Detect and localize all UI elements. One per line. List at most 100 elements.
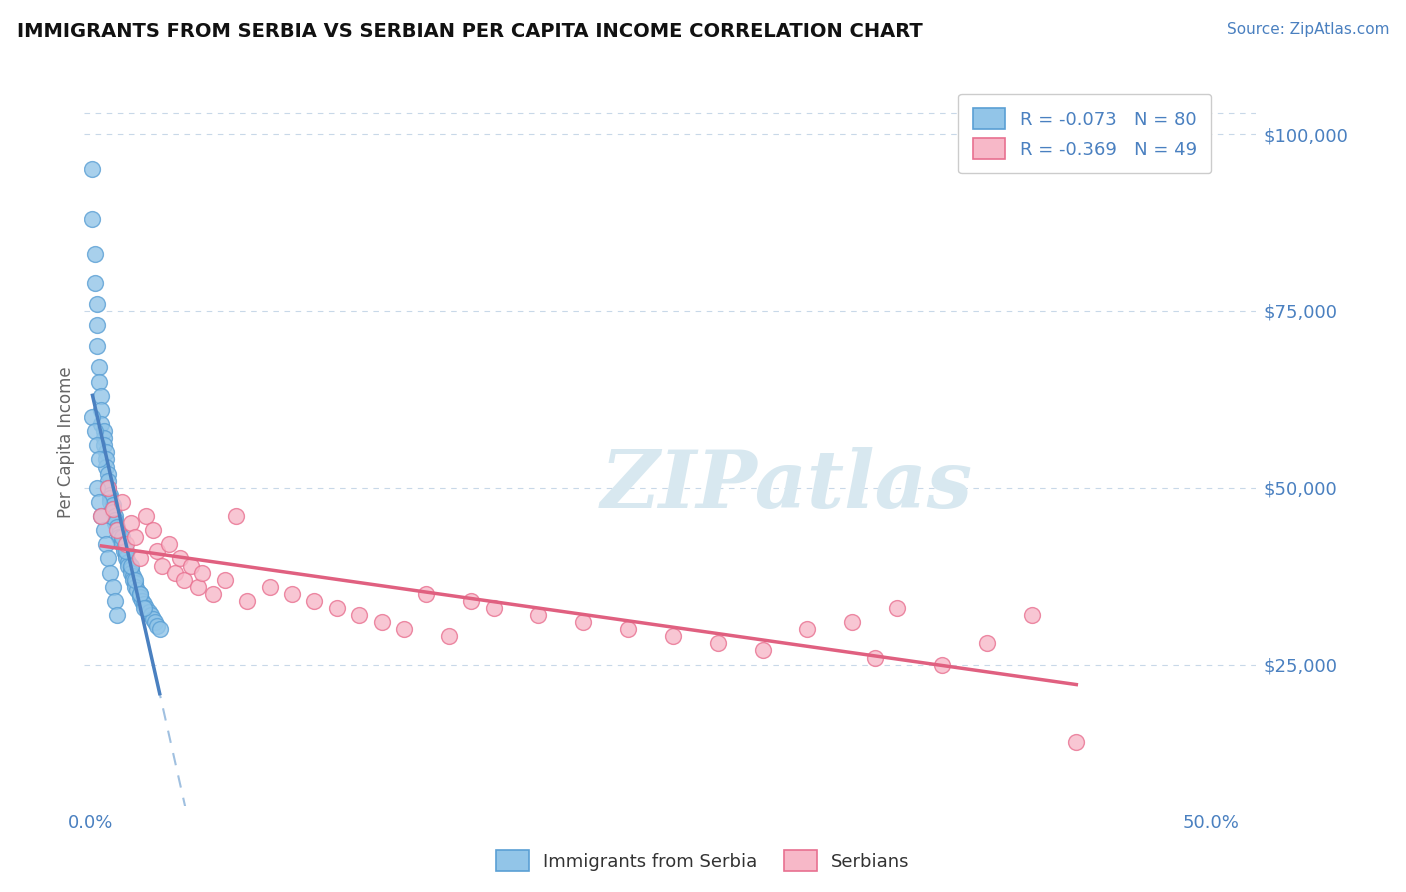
Point	[304, 594, 326, 608]
Point	[115, 548, 138, 562]
Point	[527, 608, 550, 623]
Point	[482, 601, 505, 615]
Point	[120, 516, 142, 530]
Point	[392, 622, 415, 636]
Point	[617, 622, 640, 636]
Point	[105, 523, 128, 537]
Point	[101, 499, 124, 513]
Point	[108, 530, 131, 544]
Point	[97, 467, 120, 481]
Point	[101, 506, 124, 520]
Point	[214, 573, 236, 587]
Point	[112, 544, 135, 558]
Point	[128, 551, 150, 566]
Point	[100, 495, 122, 509]
Point	[115, 544, 138, 558]
Point	[86, 481, 108, 495]
Point	[101, 502, 124, 516]
Point	[259, 580, 281, 594]
Point	[127, 583, 149, 598]
Point	[150, 558, 173, 573]
Point	[83, 424, 105, 438]
Point	[1021, 608, 1043, 623]
Point	[437, 629, 460, 643]
Point	[105, 519, 128, 533]
Point	[104, 594, 127, 608]
Point	[82, 162, 104, 177]
Text: IMMIGRANTS FROM SERBIA VS SERBIAN PER CAPITA INCOME CORRELATION CHART: IMMIGRANTS FROM SERBIA VS SERBIAN PER CA…	[17, 22, 922, 41]
Point	[93, 438, 115, 452]
Point	[101, 580, 124, 594]
Point	[202, 587, 225, 601]
Point	[124, 576, 146, 591]
Point	[90, 509, 112, 524]
Point	[94, 445, 117, 459]
Point	[104, 512, 127, 526]
Point	[139, 608, 162, 623]
Point	[146, 618, 169, 632]
Point	[110, 537, 132, 551]
Point	[83, 247, 105, 261]
Point	[128, 591, 150, 605]
Point	[90, 417, 112, 431]
Y-axis label: Per Capita Income: Per Capita Income	[58, 366, 75, 517]
Point	[1066, 735, 1088, 749]
Point	[97, 474, 120, 488]
Point	[128, 587, 150, 601]
Point	[120, 566, 142, 580]
Point	[169, 551, 191, 566]
Point	[94, 537, 117, 551]
Point	[146, 544, 169, 558]
Point	[82, 211, 104, 226]
Point	[976, 636, 998, 650]
Point	[460, 594, 482, 608]
Point	[117, 558, 139, 573]
Point	[572, 615, 595, 629]
Point	[93, 523, 115, 537]
Point	[93, 431, 115, 445]
Point	[82, 409, 104, 424]
Point	[347, 608, 370, 623]
Point	[115, 537, 138, 551]
Point	[89, 360, 111, 375]
Point	[886, 601, 908, 615]
Point	[173, 573, 195, 587]
Point	[104, 516, 127, 530]
Point	[97, 551, 120, 566]
Point	[105, 608, 128, 623]
Point	[90, 509, 112, 524]
Point	[117, 555, 139, 569]
Point	[326, 601, 349, 615]
Text: ZIPatlas: ZIPatlas	[600, 447, 973, 524]
Point	[121, 569, 143, 583]
Point	[86, 438, 108, 452]
Point	[931, 657, 953, 672]
Point	[86, 318, 108, 332]
Point	[751, 643, 773, 657]
Point	[110, 495, 132, 509]
Point	[104, 509, 127, 524]
Point	[97, 481, 120, 495]
Point	[90, 403, 112, 417]
Point	[89, 495, 111, 509]
Point	[142, 612, 165, 626]
Point	[83, 276, 105, 290]
Point	[157, 537, 180, 551]
Point	[796, 622, 818, 636]
Point	[89, 452, 111, 467]
Point	[86, 297, 108, 311]
Point	[132, 601, 155, 615]
Point	[143, 615, 166, 629]
Legend: Immigrants from Serbia, Serbians: Immigrants from Serbia, Serbians	[489, 843, 917, 879]
Point	[142, 523, 165, 537]
Point	[415, 587, 437, 601]
Point	[180, 558, 202, 573]
Point	[128, 587, 150, 601]
Point	[120, 558, 142, 573]
Point	[124, 530, 146, 544]
Point	[132, 598, 155, 612]
Point	[124, 573, 146, 587]
Point	[135, 509, 157, 524]
Point	[706, 636, 728, 650]
Point	[236, 594, 259, 608]
